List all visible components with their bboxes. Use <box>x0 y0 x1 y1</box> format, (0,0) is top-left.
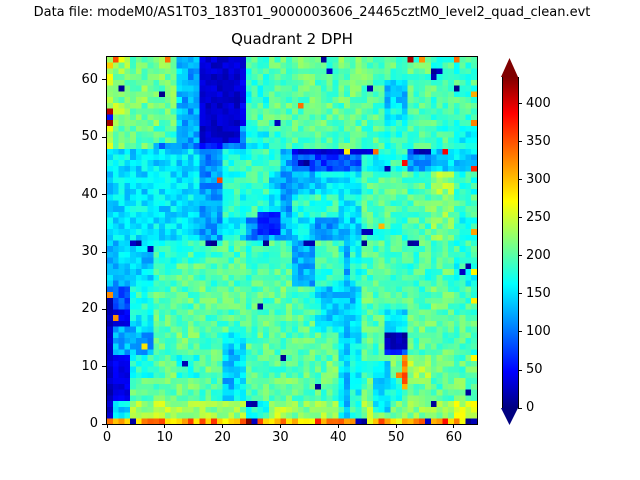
x-tick-mark <box>279 424 281 428</box>
y-tick-label: 60 <box>81 71 98 87</box>
x-tick-label: 40 <box>330 430 347 445</box>
x-tick-label: 60 <box>445 430 463 445</box>
colorbar-tick-mark <box>518 217 522 219</box>
axes-frame <box>106 56 478 425</box>
y-tick-mark <box>102 308 106 310</box>
colorbar-tick-label: 150 <box>526 285 551 301</box>
x-tick-mark <box>395 424 397 428</box>
heatmap-canvas <box>107 57 477 424</box>
colorbar-tick-label: 400 <box>526 95 551 111</box>
x-tick-mark <box>222 424 224 428</box>
x-tick-label: 50 <box>387 430 405 445</box>
x-tick-mark <box>106 424 108 428</box>
x-tick-label: 10 <box>156 430 174 445</box>
colorbar-tick-mark <box>518 255 522 257</box>
colorbar-gradient <box>502 77 519 408</box>
y-tick-label: 0 <box>89 416 98 431</box>
colorbar-tick-label: 300 <box>526 171 551 187</box>
colorbar-arrow-bottom-icon <box>501 408 518 425</box>
x-tick-label: 30 <box>272 430 289 445</box>
colorbar-arrow-top-icon <box>501 58 518 77</box>
x-tick-label: 0 <box>102 430 112 445</box>
x-tick-label: 20 <box>214 430 231 445</box>
y-tick-mark <box>102 79 106 81</box>
colorbar-tick-mark <box>518 179 522 181</box>
y-tick-mark <box>102 366 106 368</box>
x-tick-mark <box>453 424 455 428</box>
y-tick-mark <box>102 136 106 138</box>
colorbar-tick-mark <box>518 331 522 333</box>
y-tick-label: 10 <box>81 358 98 374</box>
x-tick-mark <box>337 424 339 428</box>
y-tick-mark <box>102 251 106 253</box>
colorbar-tick-label: 0 <box>526 400 535 415</box>
chart-title: Quadrant 2 DPH <box>231 30 353 48</box>
colorbar-tick-mark <box>518 103 522 105</box>
y-tick-label: 20 <box>81 301 98 317</box>
y-tick-label: 40 <box>81 186 98 202</box>
colorbar-tick-label: 100 <box>526 323 551 339</box>
colorbar-tick-mark <box>518 407 522 409</box>
y-tick-label: 50 <box>81 129 98 145</box>
y-tick-label: 30 <box>81 244 98 259</box>
colorbar-tick-label: 50 <box>526 362 543 377</box>
colorbar-tick-label: 250 <box>526 209 551 225</box>
colorbar-tick-mark <box>518 369 522 371</box>
colorbar-tick-label: 200 <box>526 247 551 263</box>
colorbar-tick-mark <box>518 141 522 143</box>
y-tick-mark <box>102 194 106 196</box>
y-tick-mark <box>102 423 106 425</box>
colorbar-tick-mark <box>518 293 522 295</box>
colorbar-tick-label: 350 <box>526 133 551 149</box>
data-file-label: Data file: modeM0/AS1T03_183T01_90000036… <box>33 5 591 20</box>
x-tick-mark <box>164 424 166 428</box>
